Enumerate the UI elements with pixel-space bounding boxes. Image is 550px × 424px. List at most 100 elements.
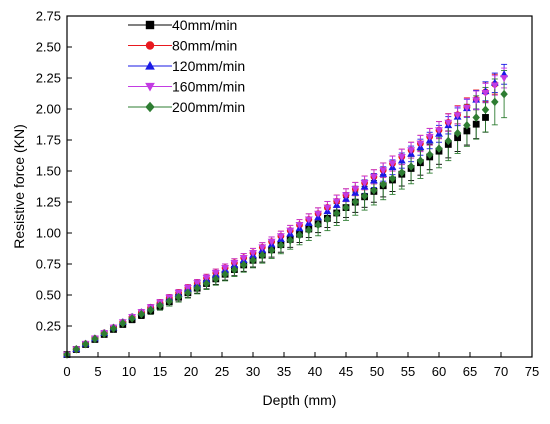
x-tick-label: 15	[153, 364, 167, 379]
legend: 40mm/min 80mm/min 120mm/min 160mm/min 200mm/…	[128, 17, 245, 115]
data-point	[481, 89, 490, 97]
legend-label: 120mm/min	[172, 58, 245, 74]
legend-marker	[145, 20, 155, 30]
data-point	[72, 345, 81, 354]
axis-ticks: 0 5 10 15 20 25 30 35 40 45 50 55 60 65 70 75 0.25 0.50 0.…	[36, 9, 540, 380]
data-point	[453, 128, 462, 138]
data-point	[91, 334, 99, 344]
data-point	[360, 191, 369, 201]
data-point	[398, 168, 406, 177]
legend-item: 160mm/min	[128, 79, 245, 95]
data-point	[425, 150, 434, 159]
legend-item: 40mm/min	[128, 17, 237, 33]
data-point	[397, 153, 406, 161]
x-tick-label: 35	[277, 364, 291, 379]
data-point	[351, 186, 360, 194]
data-point	[500, 89, 508, 99]
x-tick-label: 25	[215, 364, 229, 379]
data-point	[295, 230, 304, 240]
data-point	[351, 197, 360, 207]
data-point	[267, 245, 276, 255]
legend-marker	[145, 101, 155, 113]
x-tick-label: 5	[94, 364, 101, 379]
y-tick-label: 0.75	[36, 257, 61, 272]
y-tick-label: 1.25	[36, 195, 61, 210]
legend-marker	[145, 41, 155, 50]
x-tick-label: 50	[370, 364, 384, 379]
data-point	[184, 288, 192, 297]
data-point	[425, 133, 434, 141]
data-point	[481, 105, 490, 114]
data-point	[119, 319, 127, 328]
data-point	[323, 204, 332, 212]
data-point	[491, 97, 499, 107]
series-errorbars	[64, 73, 498, 357]
x-tick-label: 60	[432, 364, 446, 379]
error-bars	[64, 63, 508, 357]
y-tick-label: 2.25	[36, 71, 61, 86]
y-axis-label: Resistive force (KN)	[11, 124, 27, 248]
data-point	[239, 254, 248, 262]
data-point	[407, 147, 416, 155]
data-point	[314, 220, 322, 230]
data-point	[379, 180, 387, 189]
y-tick-label: 1.75	[36, 133, 61, 148]
data-markers	[63, 70, 509, 359]
data-point	[472, 113, 480, 122]
x-tick-label: 20	[184, 364, 198, 379]
data-point	[193, 280, 202, 288]
data-point	[295, 222, 304, 230]
x-tick-label: 45	[339, 364, 353, 379]
data-point	[490, 82, 499, 90]
data-point	[249, 249, 257, 257]
data-point	[462, 104, 471, 112]
data-point	[109, 324, 118, 333]
legend-label: 40mm/min	[172, 17, 237, 33]
data-point	[435, 144, 443, 153]
data-point	[305, 225, 313, 235]
data-point	[146, 305, 155, 315]
series-errorbars	[64, 67, 508, 357]
y-tick-label: 2.00	[36, 102, 61, 117]
data-point	[388, 160, 397, 168]
data-point	[435, 127, 443, 135]
series-square	[63, 114, 489, 358]
data-point	[416, 156, 425, 165]
data-point	[202, 275, 211, 283]
data-point	[239, 260, 248, 270]
legend-marker	[145, 60, 155, 70]
data-point	[137, 309, 146, 319]
data-point	[277, 240, 285, 250]
data-point	[267, 238, 276, 246]
data-point	[482, 114, 489, 121]
data-point	[454, 134, 461, 142]
data-point	[212, 274, 220, 284]
data-point	[472, 97, 481, 105]
data-point	[463, 121, 471, 130]
data-point	[156, 301, 164, 310]
legend-marker	[145, 82, 155, 92]
data-point	[276, 233, 285, 241]
y-tick-label: 0.50	[36, 288, 61, 303]
series-errorbars	[64, 102, 489, 357]
data-point	[463, 127, 471, 135]
data-point	[314, 210, 323, 218]
data-point	[416, 140, 425, 148]
data-point	[342, 192, 350, 200]
y-tick-label: 2.50	[36, 40, 61, 55]
data-point	[221, 269, 229, 279]
x-tick-label: 65	[463, 364, 477, 379]
x-tick-label: 10	[122, 364, 136, 379]
legend-item: 80mm/min	[128, 38, 237, 54]
data-point	[211, 270, 220, 278]
legend-label: 200mm/min	[172, 99, 245, 115]
x-tick-label: 70	[494, 364, 508, 379]
data-point	[304, 216, 313, 224]
data-point	[221, 265, 230, 272]
data-point	[388, 174, 397, 183]
y-tick-label: 1.50	[36, 164, 61, 179]
x-tick-label: 0	[63, 364, 70, 379]
series-triangle-down	[63, 75, 509, 359]
data-point	[342, 203, 350, 212]
